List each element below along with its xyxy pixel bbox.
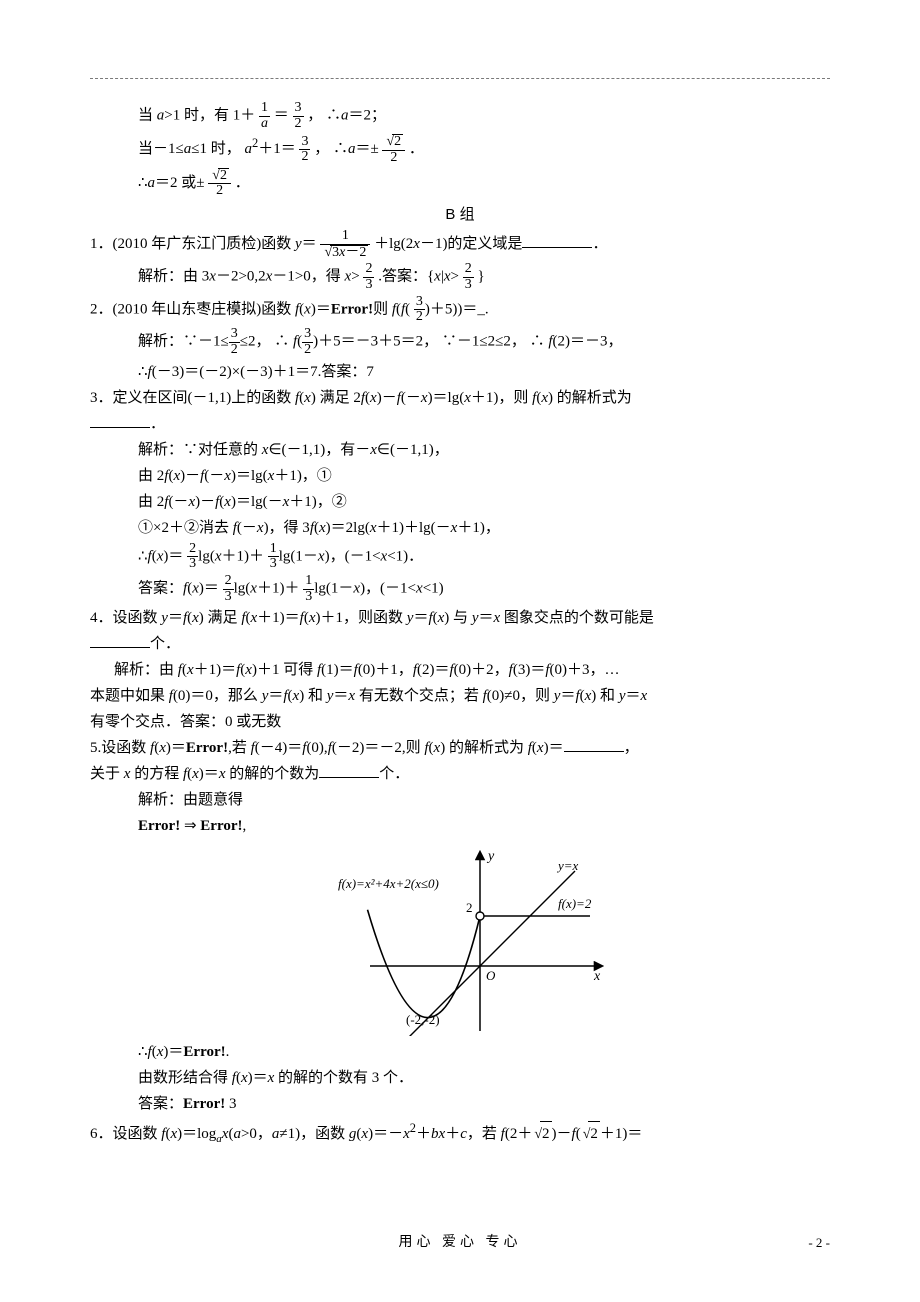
svg-text:2: 2: [466, 900, 473, 915]
q6-stem: 6．设函数 f(x)＝logax(a>0，a≠1)，函数 g(x)＝－x2＋bx…: [90, 1118, 830, 1149]
page: 当 a>1 时，有 1＋ 1a ＝ 32 ， ∴a＝2； 当－1≤a≤1 时， …: [0, 0, 920, 1302]
svg-text:(-2,-2): (-2,-2): [406, 1012, 440, 1027]
q3-stem: 3．定义在区间(－1,1)上的函数 f(x) 满足 2f(x)－f(－x)＝lg…: [90, 386, 830, 410]
q3-stem-blank: ．: [90, 412, 830, 436]
q3-sol-4: ①×2＋②消去 f(－x)，得 3f(x)＝2lg(x＋1)＋lg(－x＋1)，: [90, 516, 830, 540]
q4-sol-2: 本题中如果 f(0)＝0，那么 y＝f(x) 和 y＝x 有无数个交点；若 f(…: [90, 684, 830, 708]
intro-line3: ∴a＝2 或± 22 ．: [90, 168, 830, 199]
q5-stem-1: 5.设函数 f(x)＝Error!,若 f(－4)＝f(0),f(－2)＝－2,…: [90, 736, 830, 760]
q3-sol-3: 由 2f(－x)－f(x)＝lg(－x＋1)，②: [90, 490, 830, 514]
q5-sol-3: ∴f(x)＝Error!.: [90, 1040, 830, 1064]
footer-text: 用心 爱心 专心: [0, 1232, 920, 1254]
intro-line2: 当－1≤a≤1 时， a2＋1＝ 32 ， ∴a＝± 22 ．: [90, 133, 830, 165]
svg-text:f(x)=x²+4x+2(x≤0): f(x)=x²+4x+2(x≤0): [338, 876, 439, 891]
q5-figure: y x O 2 y=x f(x)=2 f(x)=x²+4x+2(x≤0) (-2…: [310, 846, 610, 1036]
q4-stem-blank: 个．: [90, 632, 830, 656]
q4-sol-1: 解析：由 f(x＋1)＝f(x)＋1 可得 f(1)＝f(0)＋1，f(2)＝f…: [90, 658, 830, 682]
q5-answer: 答案：Error! 3: [90, 1092, 830, 1116]
q3-sol-5: ∴f(x)＝ 23lg(x＋1)＋ 13lg(1－x)，(－1<x<1)．: [90, 542, 830, 572]
q5-sol-1: 解析：由题意得: [90, 788, 830, 812]
q5-sol-4: 由数形结合得 f(x)＝x 的解的个数有 3 个．: [90, 1066, 830, 1090]
q1-stem: 1．(2010 年广东江门质检)函数 y＝ 13x－2 ＋lg(2x－1)的定义…: [90, 229, 830, 260]
q3-answer: 答案：f(x)＝ 23lg(x＋1)＋ 13lg(1－x)，(－1<x<1): [90, 574, 830, 604]
q1-solution: 解析：由 3x－2>0,2x－1>0，得 x> 23 .答案：{x|x> 23 …: [90, 262, 830, 292]
svg-text:y: y: [486, 849, 495, 864]
q5-sol-2: Error! ⇒ Error!,: [90, 814, 830, 838]
q2-stem: 2．(2010 年山东枣庄模拟)函数 f(x)＝Error!则 f(f( 32)…: [90, 295, 830, 325]
group-b-title: B 组: [90, 203, 830, 227]
q3-sol-1: 解析：∵对任意的 x∈(－1,1)，有－x∈(－1,1)，: [90, 438, 830, 462]
top-rule: [90, 78, 830, 79]
page-number: - 2 -: [808, 1233, 830, 1254]
q4-sol-3: 有零个交点．答案：0 或无数: [90, 710, 830, 734]
svg-text:x: x: [593, 969, 601, 984]
svg-text:y=x: y=x: [556, 858, 579, 873]
q2-solution-2: ∴f(－3)＝(－2)×(－3)＋1＝7.答案：7: [90, 360, 830, 384]
q5-stem-2: 关于 x 的方程 f(x)＝x 的解的个数为个．: [90, 762, 830, 786]
q3-sol-2: 由 2f(x)－f(－x)＝lg(x＋1)，①: [90, 464, 830, 488]
q4-stem: 4．设函数 y＝f(x) 满足 f(x＋1)＝f(x)＋1，则函数 y＝f(x)…: [90, 606, 830, 630]
svg-text:O: O: [486, 968, 496, 983]
svg-text:f(x)=2: f(x)=2: [558, 896, 592, 911]
q2-solution-1: 解析：∵－1≤32≤2， ∴ f(32)＋5＝－3＋5＝2， ∵－1≤2≤2， …: [90, 327, 830, 357]
intro-line1: 当 a>1 时，有 1＋ 1a ＝ 32 ， ∴a＝2；: [90, 101, 830, 131]
